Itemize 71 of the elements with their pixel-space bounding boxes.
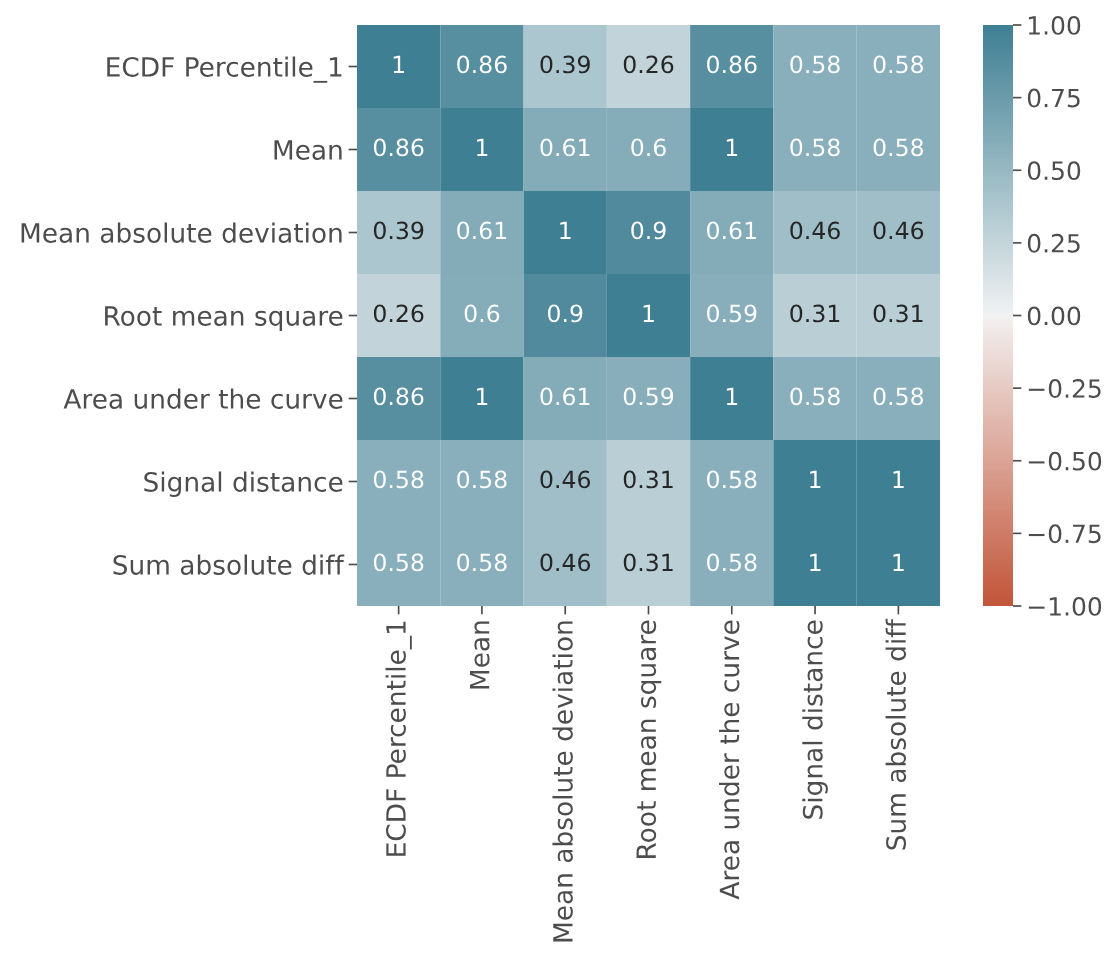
color-bar-label: 1.00 <box>1028 15 1081 35</box>
data-label: 0.46 <box>790 221 840 240</box>
data-label: 0.58 <box>457 553 507 572</box>
data-label: 0.39 <box>540 55 590 74</box>
data-label: 1 <box>726 387 738 406</box>
color-bar-label: 0.75 <box>1027 88 1080 108</box>
data-label: 0.86 <box>707 55 757 74</box>
data-label: 0.58 <box>457 470 507 489</box>
data-label: 0.58 <box>373 553 424 572</box>
y-tick-label: Area under the curve <box>63 388 343 409</box>
x-tick-label: Mean absolute deviation <box>552 621 573 942</box>
data-label: 0.46 <box>873 221 924 240</box>
data-label: 0.59 <box>707 304 757 323</box>
data-label: 0.31 <box>790 304 840 323</box>
data-label: 1 <box>560 221 571 240</box>
data-label: 0.86 <box>373 387 424 406</box>
data-label: 0.61 <box>457 221 507 240</box>
data-label: 0.46 <box>540 470 591 489</box>
color-bar-label: −1.00 <box>1028 596 1102 616</box>
data-label: 1 <box>810 553 821 572</box>
data-label: 0.61 <box>540 138 590 157</box>
y-tick-label: Signal distance <box>144 471 343 498</box>
data-label: 0.58 <box>790 55 840 74</box>
data-label: 0.31 <box>873 304 923 323</box>
data-label: 0.58 <box>707 553 757 572</box>
color-bar-label: −0.75 <box>1028 524 1101 544</box>
color-bar-label: 0.50 <box>1027 161 1081 181</box>
data-label: 0.26 <box>373 304 424 323</box>
y-tick-label: Mean <box>274 140 342 160</box>
data-label: 0.58 <box>373 470 424 489</box>
data-label: 1 <box>893 553 904 572</box>
data-label: 0.61 <box>707 221 756 240</box>
x-tick-label: Mean <box>469 621 490 689</box>
y-tick-label: Mean absolute deviation <box>21 222 342 243</box>
y-tick-label: Sum absolute diff <box>113 554 345 575</box>
x-tick-label: Area under the curve <box>719 620 740 900</box>
data-label: 0.58 <box>873 387 924 406</box>
data-label: 0.58 <box>790 138 840 157</box>
data-label: 0.61 <box>540 387 590 406</box>
y-tick-label: Root mean square <box>105 306 343 332</box>
data-label: 0.86 <box>457 55 507 74</box>
x-tick-label: Signal distance <box>802 620 828 819</box>
color-bar-label: −0.25 <box>1028 379 1101 398</box>
data-label: 0.9 <box>548 304 583 323</box>
data-label: 1 <box>726 138 738 157</box>
data-label: 1 <box>393 55 404 74</box>
data-label: 1 <box>477 387 488 406</box>
x-tick-label: Sum absolute diff <box>885 618 907 850</box>
data-label: 0.31 <box>623 470 673 489</box>
color-bar-label: 0.00 <box>1027 306 1081 326</box>
data-label: 1 <box>893 470 904 489</box>
data-label: 0.58 <box>873 55 924 74</box>
data-label: 0.58 <box>790 387 840 406</box>
data-label: 0.39 <box>373 221 424 240</box>
data-label: 0.58 <box>707 470 757 489</box>
data-label: 0.26 <box>623 55 674 74</box>
data-label: 1 <box>643 304 654 323</box>
data-label: 0.6 <box>631 138 666 157</box>
x-tick-label: Root mean square <box>636 620 662 858</box>
data-label: 0.6 <box>464 304 500 323</box>
data-label: 0.59 <box>623 387 674 406</box>
color-bar-label: 0.25 <box>1027 233 1080 253</box>
data-label: 1 <box>477 138 488 157</box>
data-label: 0.31 <box>623 553 673 572</box>
data-label: 0.58 <box>873 138 924 157</box>
data-label: 0.46 <box>540 553 591 572</box>
color-bar-label: −0.50 <box>1028 451 1102 471</box>
data-label: 1 <box>810 470 821 489</box>
data-label: 0.86 <box>373 138 424 157</box>
data-label: 0.9 <box>631 221 666 240</box>
y-tick-label: ECDF Percentile_1 <box>107 56 342 83</box>
